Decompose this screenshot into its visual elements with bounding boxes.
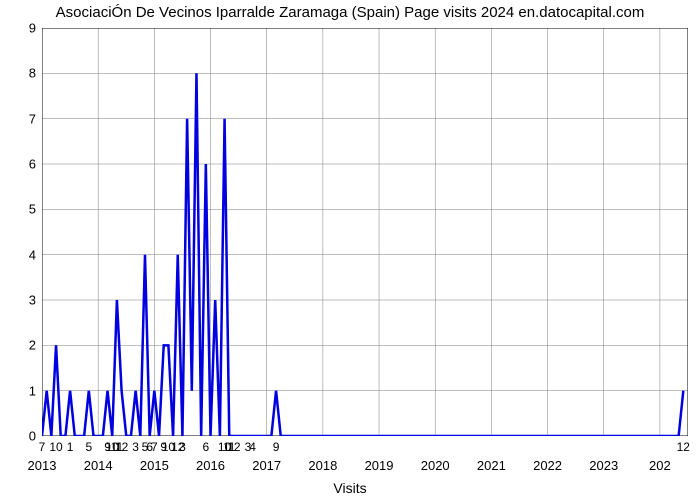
minor-tick-label: 5	[85, 440, 92, 454]
y-tick-label: 5	[29, 202, 36, 217]
chart-title: AsociaciÓn De Vecinos Iparralde Zaramaga…	[0, 4, 700, 21]
minor-tick-label: 6	[202, 440, 209, 454]
year-label: 2020	[421, 458, 450, 473]
y-tick-label: 6	[29, 157, 36, 172]
y-tick-label: 4	[29, 247, 36, 262]
visits-line-chart: AsociaciÓn De Vecinos Iparralde Zaramaga…	[0, 0, 700, 500]
plot-svg	[42, 28, 688, 436]
y-tick-label: 7	[29, 111, 36, 126]
y-tick-label: 9	[29, 21, 36, 36]
year-label: 2022	[533, 458, 562, 473]
plot-area: 0123456789201320142015201620172018201920…	[42, 28, 688, 436]
year-label: 2016	[196, 458, 225, 473]
year-label: 2021	[477, 458, 506, 473]
year-label: 2017	[252, 458, 281, 473]
y-tick-label: 8	[29, 66, 36, 81]
minor-tick-label: 7	[39, 440, 46, 454]
y-tick-label: 3	[29, 293, 36, 308]
x-axis-label: Visits	[0, 480, 700, 496]
minor-tick-label: 3	[179, 440, 186, 454]
minor-tick-label: 1	[67, 440, 74, 454]
minor-tick-label: 4	[249, 440, 256, 454]
year-label: 2019	[365, 458, 394, 473]
year-label: 202	[649, 458, 671, 473]
y-tick-label: 0	[29, 429, 36, 444]
minor-tick-label: 10	[49, 440, 62, 454]
year-label: 2014	[84, 458, 113, 473]
minor-tick-label: 7	[151, 440, 158, 454]
year-label: 2013	[28, 458, 57, 473]
year-label: 2023	[589, 458, 618, 473]
minor-tick-label: 9	[273, 440, 280, 454]
minor-tick-label: 12	[677, 440, 690, 454]
y-tick-label: 1	[29, 383, 36, 398]
year-label: 2018	[308, 458, 337, 473]
minor-tick-label: 3	[132, 440, 139, 454]
y-tick-label: 2	[29, 338, 36, 353]
minor-tick-label: 12	[115, 440, 128, 454]
minor-tick-label: 12	[227, 440, 240, 454]
year-label: 2015	[140, 458, 169, 473]
